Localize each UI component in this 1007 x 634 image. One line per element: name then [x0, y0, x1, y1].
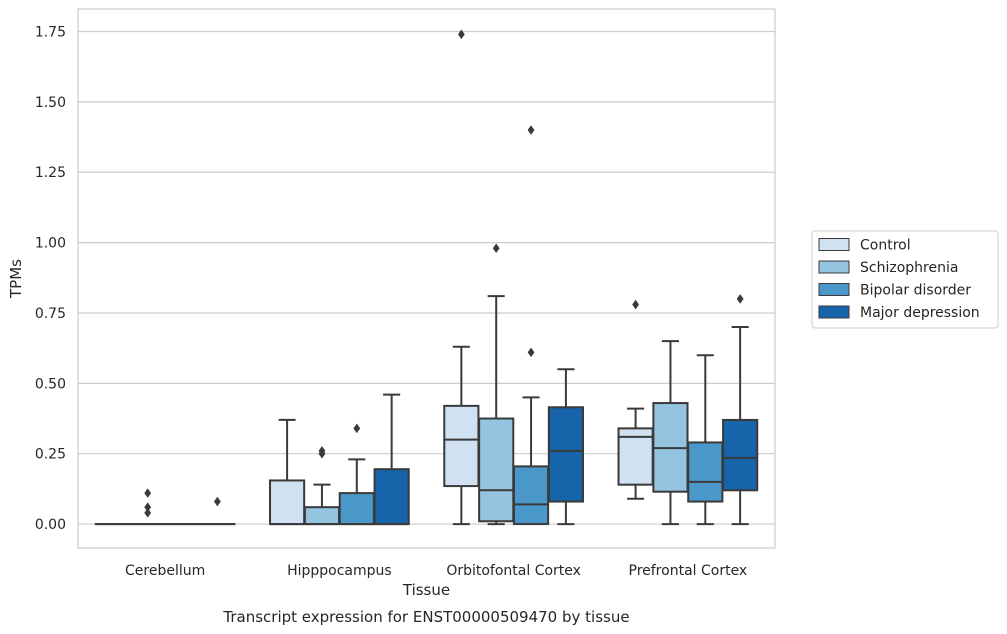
- box-iqr: [373, 468, 410, 526]
- gridlines: [78, 30, 775, 525]
- outlier-point: [144, 508, 152, 518]
- outlier-point: [353, 423, 361, 434]
- legend-label: Major depression: [860, 305, 980, 321]
- box-schizophrenia: [129, 488, 166, 526]
- box-iqr: [338, 492, 375, 526]
- box-iqr: [687, 441, 724, 503]
- boxes: [94, 29, 759, 526]
- y-tick-label: 1.50: [35, 95, 66, 111]
- x-tick-label: Cerebellum: [125, 563, 205, 579]
- legend-swatch: [818, 260, 850, 274]
- box-iqr: [303, 506, 341, 526]
- box-iqr: [478, 417, 515, 523]
- outlier-point: [318, 446, 326, 456]
- y-tick-label: 1.25: [35, 165, 66, 181]
- outlier-point: [144, 488, 152, 498]
- y-tick-label: 0.00: [35, 517, 66, 533]
- legend-swatch: [818, 283, 850, 296]
- box-control: [443, 29, 480, 526]
- y-axis-label: TPMs: [7, 259, 25, 299]
- box-bipolar-disorder: [687, 354, 724, 526]
- outlier-point: [144, 502, 152, 512]
- box-iqr: [269, 479, 306, 526]
- x-tick-label: Hipppocampus: [287, 563, 392, 579]
- box-major-depression: [722, 294, 759, 526]
- chart-caption: Transcript expression for ENST0000050947…: [222, 608, 629, 626]
- outlier-point: [492, 243, 500, 254]
- outlier-point: [214, 496, 221, 507]
- outlier-point: [527, 125, 535, 135]
- box-bipolar-disorder: [512, 125, 550, 526]
- legend-swatch: [818, 238, 850, 251]
- outlier-point: [736, 294, 744, 304]
- plot-frame: [77, 8, 776, 549]
- x-tick-labels: Cerebellum Hipppocampus Orbitofontal Corte…: [125, 563, 747, 579]
- box-major-depression: [373, 393, 410, 526]
- legend: Control Schizophrenia Bipolar disorder Majo…: [811, 230, 999, 329]
- outlier-point: [457, 29, 465, 40]
- box-iqr: [443, 404, 480, 488]
- x-tick-label: Prefrontal Cortex: [629, 563, 748, 579]
- legend-label: Control: [860, 238, 911, 254]
- legend-frame: [811, 230, 999, 329]
- x-axis-label: Tissue: [402, 581, 450, 599]
- legend-label: Schizophrenia: [860, 260, 958, 276]
- box-major-depression: [547, 368, 584, 526]
- box-iqr: [722, 418, 759, 492]
- y-tick-label: 0.50: [35, 376, 66, 392]
- y-tick-label: 1.00: [35, 236, 66, 252]
- box-schizophrenia: [303, 446, 341, 526]
- y-tick-label: 1.75: [35, 25, 66, 41]
- box-schizophrenia: [652, 340, 689, 526]
- y-tick-labels: 0.00 0.25 0.50 0.75 1.00 1.25 1.50 1.75: [35, 25, 66, 534]
- box-iqr: [512, 465, 550, 526]
- outlier-point: [632, 299, 639, 310]
- x-tick-label: Orbitofontal Cortex: [446, 563, 581, 579]
- y-tick-label: 0.75: [35, 306, 66, 322]
- box-schizophrenia: [478, 243, 515, 526]
- legend-label: Bipolar disorder: [860, 283, 971, 299]
- box-bipolar-disorder: [338, 423, 375, 526]
- box-control: [617, 299, 654, 500]
- y-tick-label: 0.25: [35, 447, 66, 463]
- box-iqr: [547, 406, 584, 503]
- box-major-depression: [199, 496, 236, 526]
- outlier-point: [527, 347, 535, 358]
- legend-swatch: [818, 305, 850, 319]
- box-control: [269, 418, 306, 526]
